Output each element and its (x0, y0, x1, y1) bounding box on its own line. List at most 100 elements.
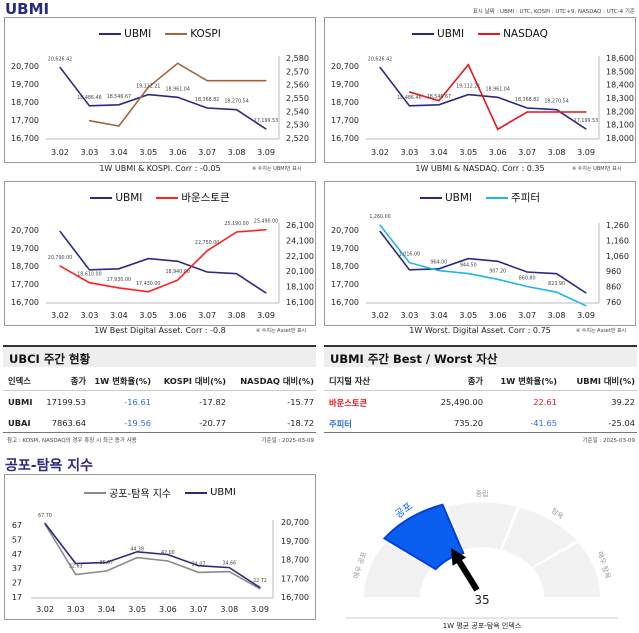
data-label: 18,546.67 (107, 94, 131, 100)
data-label: 860.80 (519, 275, 536, 281)
column-header: 인덱스 (8, 376, 31, 386)
right-axis-tick: 18,000 (606, 134, 634, 143)
data-label: 34.07 (192, 561, 206, 567)
fear-greed-title: 공포-탐욕 지수 (5, 458, 93, 474)
right-axis-tick: 18,100 (606, 121, 634, 130)
x-axis-tick: 3.09 (577, 311, 595, 320)
index-name: UBAI (8, 418, 31, 428)
x-axis-tick: 3.04 (98, 605, 116, 614)
data-point (118, 287, 120, 289)
data-label: 34.66 (222, 561, 236, 567)
chart-note: ※ 수치는 UBMI만 표시 (252, 166, 302, 172)
data-point (526, 285, 528, 288)
data-point (118, 104, 120, 106)
chart-note: ※ 수치는 UBMI만 표시 (572, 166, 622, 172)
left-axis-tick: 20,700 (331, 62, 359, 71)
table-footer: 참고 : KOSPI, NASDAQ의 경우 휴장 시 최근 종가 사용 기준일… (3, 436, 316, 446)
worst-asset-chart: UBMI 주피터 20,700 19,700 18,700 17,700 16,700 1… (324, 181, 636, 326)
table-header-row: 디지털 자산 종가 1W 변화율(%) UBMI 대비(%) (324, 367, 637, 391)
column-header: UBMI 대비(%) (576, 376, 635, 386)
left-axis-tick: 20,700 (11, 62, 39, 71)
vs-nasdaq: -15.77 (287, 397, 314, 407)
left-axis-tick: 17,700 (331, 280, 359, 289)
x-axis-tick: 3.03 (81, 148, 99, 157)
data-label: 19,112.21 (456, 84, 480, 90)
data-point (265, 128, 267, 130)
right-axis-tick: 18,600 (606, 54, 634, 63)
right-axis-tick: 18,200 (606, 107, 634, 116)
ubci-weekly-table: UBCI 주간 현황 인덱스 종가 1W 변화율(%) KOSPI 대비(%) … (3, 345, 316, 446)
x-axis-tick: 3.08 (548, 148, 566, 157)
x-axis-tick: 3.05 (139, 311, 157, 320)
legend-item-ubmi: UBMI (185, 485, 236, 500)
data-point (497, 260, 499, 262)
data-label: 907.20 (489, 268, 506, 274)
close-value: 7863.64 (51, 418, 86, 428)
x-axis-tick: 3.06 (489, 311, 507, 320)
x-axis-tick: 3.05 (139, 148, 157, 157)
data-label: 18,940.00 (166, 269, 190, 275)
data-label: 35.07 (100, 560, 114, 566)
data-point (585, 128, 587, 130)
right-axis-tick: 24,100 (286, 236, 314, 245)
data-point (526, 111, 528, 113)
chart-legend: UBMI 바운스토큰 (5, 190, 315, 205)
data-point (105, 561, 108, 563)
data-label: 18,368.82 (515, 97, 539, 103)
data-point (75, 562, 77, 565)
right-axis-tick: 1,060 (606, 252, 629, 261)
x-axis-tick: 3.06 (169, 311, 187, 320)
data-point (585, 111, 587, 113)
left-axis-tick: 18,700 (11, 262, 39, 271)
data-point (105, 570, 108, 572)
data-point (467, 93, 469, 96)
right-axis-tick: 960 (606, 267, 621, 276)
x-axis-tick: 3.06 (169, 148, 187, 157)
legend-item-ubmi: UBMI (419, 190, 472, 205)
right-axis-tick: 1,160 (606, 236, 629, 245)
data-point (265, 292, 267, 294)
data-point (379, 66, 381, 68)
x-axis-tick: 3.04 (430, 148, 448, 157)
left-axis-tick: 17 (12, 593, 22, 602)
right-axis-tick: 2,540 (286, 107, 309, 116)
data-label: 20,626.42 (48, 56, 72, 62)
data-label: 18,270.54 (544, 99, 568, 105)
x-axis-tick: 3.09 (257, 148, 275, 157)
x-axis-tick: 3.03 (401, 148, 419, 157)
chart-caption: 1W UBMI & KOSPI. Corr : -0.05 (99, 164, 221, 173)
ubmi-kospi-chart: UBMI KOSPI 20,700 19,700 18,700 17,700 16,70… (4, 17, 316, 163)
left-axis-tick: 17,700 (11, 280, 39, 289)
data-label: 67.70 (38, 513, 52, 519)
data-point (88, 282, 91, 284)
series-line-주피터 (379, 224, 587, 307)
table-row: 바운스토큰 25,490.00 22.61 39.22 (324, 391, 637, 412)
data-label: 18,961.04 (166, 86, 190, 92)
data-point (228, 566, 230, 569)
data-point (526, 107, 528, 109)
right-axis-tick: 2,580 (286, 54, 309, 63)
right-axis-tick: 19,700 (281, 537, 309, 546)
weekly-change: -19.56 (124, 418, 151, 428)
data-label: 18,961.04 (486, 86, 510, 92)
x-axis-tick: 3.04 (430, 311, 448, 320)
data-point (408, 261, 411, 264)
left-axis-tick: 18,700 (331, 262, 359, 271)
left-axis-tick: 16,700 (11, 134, 39, 143)
right-axis-tick: 18,500 (606, 67, 634, 76)
x-axis-tick: 3.03 (67, 605, 85, 614)
x-axis-tick: 3.08 (548, 311, 566, 320)
data-point (555, 273, 558, 275)
data-point (177, 260, 179, 262)
column-header: NASDAQ 대비(%) (240, 376, 314, 386)
left-axis-tick: 18,700 (331, 98, 359, 107)
gauge-segment (447, 502, 517, 550)
data-point (59, 265, 61, 267)
left-axis-tick: 17,700 (11, 116, 39, 125)
left-axis-tick: 27 (12, 579, 22, 588)
column-header: 1W 변화율(%) (94, 376, 151, 386)
legend-item-ubmi: UBMI (90, 190, 142, 205)
chart-legend: UBMI KOSPI (5, 28, 315, 40)
data-point (228, 570, 230, 573)
x-axis-tick: 3.04 (110, 148, 128, 157)
